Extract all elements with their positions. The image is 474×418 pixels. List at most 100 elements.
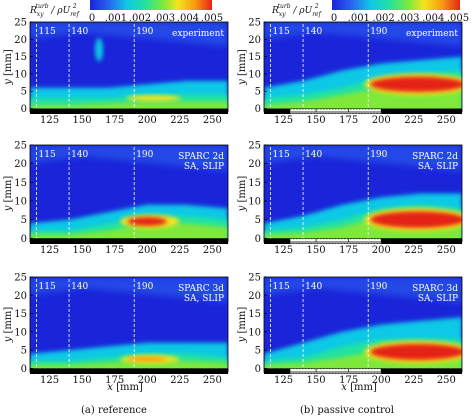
- station-label: 115: [273, 27, 290, 37]
- panel-label: SPARC 2d: [178, 152, 224, 162]
- station-label: 190: [370, 150, 387, 160]
- y-tick-label: 20: [248, 291, 261, 302]
- y-axis-label: y [mm]: [237, 49, 248, 86]
- panel-label: SPARC 3d: [178, 284, 224, 294]
- x-axis-label: x [mm]: [341, 382, 377, 393]
- x-tick-label: 250: [203, 375, 222, 386]
- x-tick-label: 175: [339, 115, 358, 126]
- y-tick-label: 20: [248, 159, 261, 170]
- colorbar-tick-label: .002: [129, 13, 151, 24]
- x-tick-label: 225: [404, 375, 423, 386]
- band-green: [30, 223, 228, 242]
- peak-red: [127, 356, 168, 362]
- colorbar-left-gradient: [90, 0, 212, 10]
- y-tick-label: 10: [248, 327, 261, 338]
- x-tick-label: 250: [437, 375, 456, 386]
- x-tick-label: 250: [437, 115, 456, 126]
- colorbar-tick-label: .001: [348, 13, 370, 24]
- colorbar-right: Rxyturb / ρUref2 0 .001.002.003.004.005: [271, 0, 469, 24]
- y-axis-label: y [mm]: [3, 307, 14, 344]
- peak-red: [370, 211, 462, 228]
- station-label: 140: [305, 27, 322, 37]
- colorbar-tick-label: .003: [397, 13, 419, 24]
- x-tick-label: 150: [73, 115, 92, 126]
- y-tick-label: 25: [248, 18, 261, 29]
- x-tick-label: 250: [203, 245, 222, 256]
- outer-layer: [30, 145, 228, 172]
- colorbar-tick-label: .002: [372, 13, 394, 24]
- y-tick-label: 0: [255, 104, 261, 115]
- peak-red: [127, 217, 168, 226]
- plot-frame: [263, 276, 463, 373]
- y-tick-label: 0: [255, 234, 261, 245]
- panel-reference-0: 115 140 190 experiment 0 5 10 15 20 25 125 150 175 20…: [3, 18, 229, 126]
- colorbar-left-ticks: 0 .001.002.003.004.005: [89, 13, 223, 24]
- x-tick-label: 200: [372, 375, 391, 386]
- x-tick-label: 250: [203, 115, 222, 126]
- y-tick-label: 25: [14, 141, 27, 152]
- colorbar-tick-label: .001: [105, 13, 127, 24]
- y-axis-label: y [mm]: [3, 49, 14, 86]
- x-tick-label: 225: [404, 115, 423, 126]
- x-tick-label: 200: [138, 115, 157, 126]
- artifact-streak: [95, 37, 104, 62]
- colorbar-tick-label: .005: [201, 13, 223, 24]
- colorbar-right-label: Rxyturb / ρUref2: [271, 3, 323, 18]
- panel-label: experiment: [406, 29, 458, 39]
- x-tick-label: 200: [138, 375, 157, 386]
- y-tick-label: 10: [248, 69, 261, 80]
- x-tick-label: 125: [274, 245, 293, 256]
- plot-frame: [29, 276, 229, 373]
- x-tick-label: 150: [307, 115, 326, 126]
- x-tick-label: 150: [73, 245, 92, 256]
- station-label: 190: [136, 27, 153, 37]
- x-tick-label: 125: [274, 115, 293, 126]
- colorbar-right-ticks: 0 .001.002.003.004.005: [331, 13, 469, 24]
- station-label: 140: [71, 150, 88, 160]
- outer-layer: [30, 277, 228, 303]
- x-tick-label: 125: [40, 115, 59, 126]
- station-label: 140: [305, 150, 322, 160]
- y-tick-label: 10: [14, 327, 27, 338]
- y-tick-label: 5: [255, 346, 261, 357]
- contour-field: [264, 22, 462, 112]
- station-label: 190: [370, 27, 387, 37]
- station-label: 115: [273, 282, 290, 292]
- x-tick-label: 200: [372, 115, 391, 126]
- colorbar-tick-label: .005: [447, 13, 469, 24]
- control-cavity: [289, 368, 382, 374]
- y-tick-label: 20: [14, 291, 27, 302]
- y-tick-label: 5: [21, 87, 27, 98]
- station-label: 190: [136, 150, 153, 160]
- station-label: 140: [71, 27, 88, 37]
- panel-control-0: 115 140 190 experiment 0 5 10 15 20 25 125 150 175 20…: [237, 18, 463, 126]
- colorbar-left: Rxyturb / ρUref2 0 .001.002.003.004.005: [29, 0, 223, 24]
- station-label: 115: [39, 282, 56, 292]
- x-tick-label: 225: [170, 115, 189, 126]
- y-axis-label: y [mm]: [3, 176, 14, 213]
- outer-layer: [264, 22, 462, 47]
- plot-frame: [263, 144, 463, 243]
- y-axis-label: y [mm]: [237, 176, 248, 213]
- y-tick-label: 25: [248, 273, 261, 284]
- station-label: 140: [305, 282, 322, 292]
- x-tick-label: 150: [307, 375, 326, 386]
- wall: [30, 368, 228, 374]
- y-tick-label: 15: [248, 178, 261, 189]
- station-label: 190: [370, 282, 387, 292]
- station-label: 115: [39, 27, 56, 37]
- x-tick-label: 175: [339, 245, 358, 256]
- x-tick-label: 175: [105, 115, 124, 126]
- peak-red: [370, 343, 462, 360]
- x-tick-label: 225: [170, 245, 189, 256]
- contour-field: [30, 145, 228, 242]
- plot-frame: [29, 144, 229, 243]
- x-tick-label: 200: [138, 245, 157, 256]
- colorbar-tick-label: 0: [89, 13, 95, 24]
- y-tick-label: 15: [14, 52, 27, 63]
- y-tick-label: 20: [14, 159, 27, 170]
- x-tick-label: 150: [73, 375, 92, 386]
